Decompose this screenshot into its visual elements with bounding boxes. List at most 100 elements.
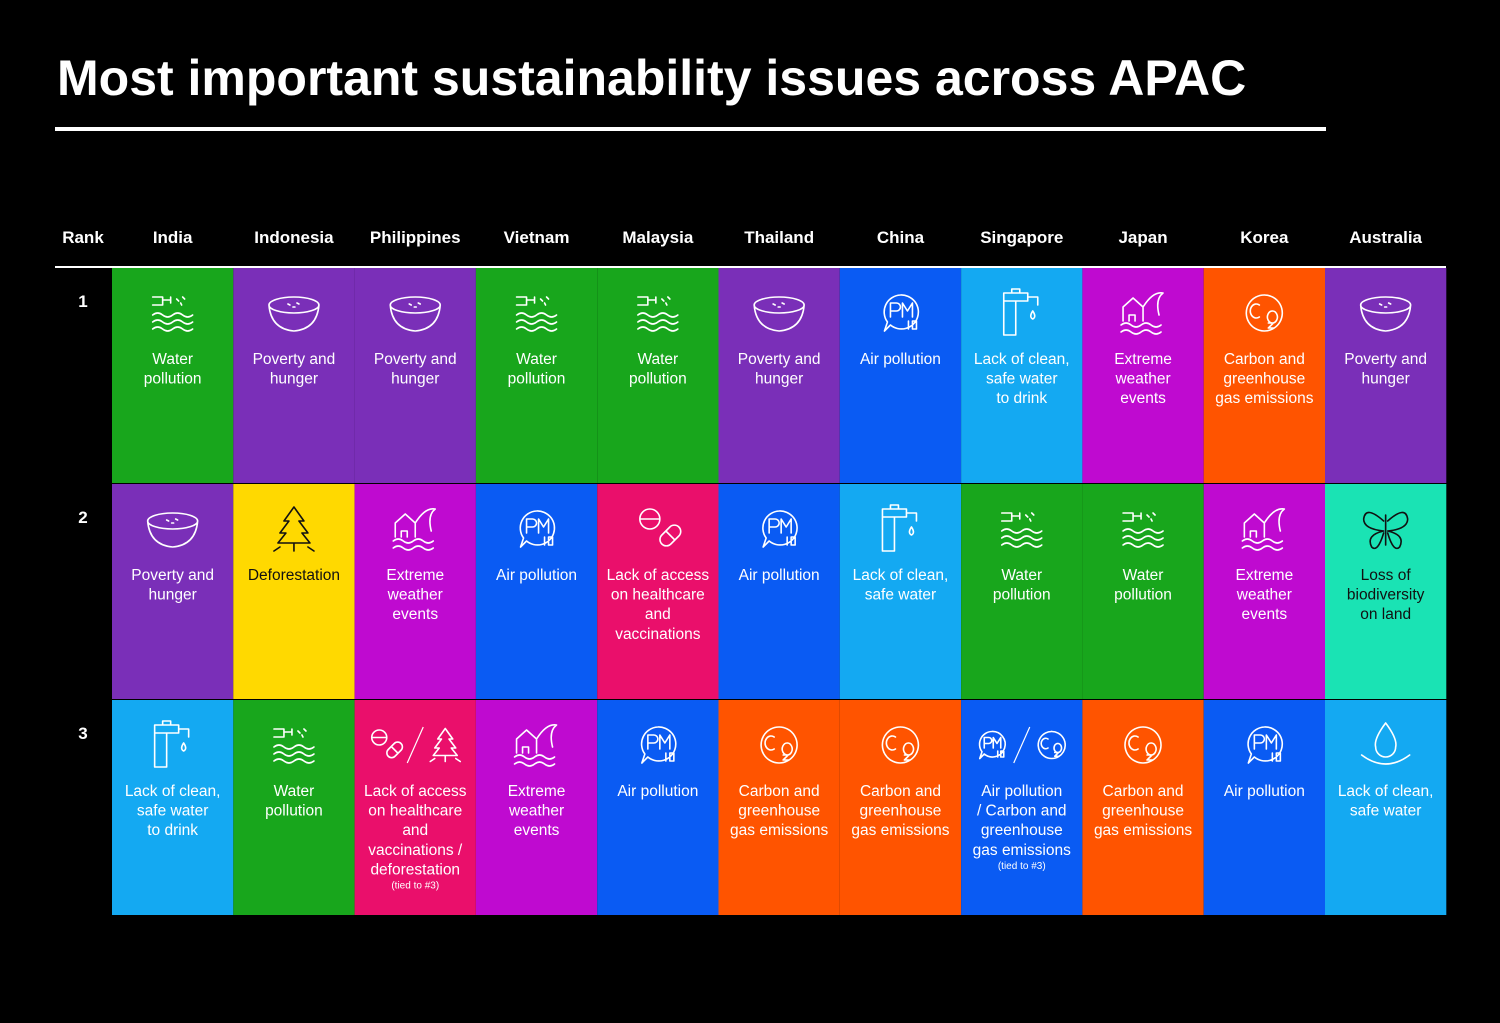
issue-label: safe water	[137, 803, 209, 820]
issue-label: on healthcare	[611, 587, 705, 604]
icon-shape	[883, 294, 920, 332]
issue-label: on land	[1360, 606, 1411, 623]
icon-divider	[1013, 726, 1031, 764]
issue-icon	[146, 512, 199, 548]
icon-shape	[515, 296, 558, 332]
issue-label: and	[645, 606, 671, 623]
issue-label: weather	[1114, 371, 1170, 388]
issue-label: events	[392, 606, 438, 623]
issue-cell	[718, 268, 840, 483]
issue-label: pollution	[629, 371, 687, 388]
icon-shape	[146, 512, 199, 548]
issue-icon	[1122, 512, 1164, 548]
issue-cell	[475, 700, 598, 915]
issue-label: gas emissions	[851, 822, 949, 839]
issue-note: (tied to #3)	[998, 861, 1046, 872]
issue-label: deforestation	[370, 861, 460, 878]
issue-icon	[153, 720, 190, 768]
icon-shape	[1360, 722, 1411, 765]
issue-label: and	[402, 822, 428, 839]
header-rule	[55, 266, 1446, 268]
issue-icon	[268, 296, 320, 332]
issue-label: gas emissions	[730, 822, 828, 839]
icon-shape	[881, 504, 918, 552]
issue-cell	[1325, 268, 1447, 483]
column-header: Australia	[1349, 228, 1422, 247]
issue-cell	[354, 700, 476, 915]
issue-label: gas emissions	[973, 842, 1071, 859]
issue-cell	[1325, 700, 1447, 915]
issue-icon	[640, 726, 677, 764]
issue-icon	[762, 510, 798, 548]
icon-shape	[1037, 730, 1067, 760]
issue-cell	[1203, 700, 1325, 915]
column-header: Japan	[1118, 228, 1167, 247]
issue-label: on healthcare	[368, 803, 462, 820]
column-header: Vietnam	[504, 228, 570, 247]
issue-label: Poverty and	[738, 351, 821, 368]
issue-icon	[1360, 722, 1411, 765]
issue-cell	[839, 268, 962, 483]
issue-icon	[1241, 507, 1286, 551]
rank-label: 1	[78, 292, 87, 311]
icon-shape	[1000, 512, 1043, 548]
issue-label: gas emissions	[1215, 390, 1313, 407]
issue-icon	[637, 296, 679, 332]
issue-label: hunger	[149, 587, 197, 604]
issue-label: Lack of access	[364, 783, 467, 800]
icon-divider	[406, 726, 424, 764]
icon-shape	[978, 730, 1006, 760]
issue-icon	[151, 296, 194, 332]
issue-cell	[597, 484, 719, 699]
issue-icon	[1037, 730, 1067, 760]
issue-cell	[839, 700, 962, 915]
issue-label: greenhouse	[738, 803, 820, 820]
issue-cell	[839, 484, 962, 699]
issue-label: Carbon and	[1103, 783, 1184, 800]
issue-cell	[597, 268, 719, 483]
column-header: Thailand	[744, 228, 814, 247]
issue-cell	[112, 268, 234, 483]
issue-label: Extreme	[386, 567, 444, 584]
icon-shape	[153, 720, 190, 768]
issue-label: greenhouse	[981, 822, 1063, 839]
issue-label: Lack of clean,	[125, 783, 221, 800]
icon-shape	[637, 296, 679, 332]
issue-icon	[1124, 726, 1162, 764]
issue-icon	[273, 728, 315, 764]
issue-label: pollution	[508, 371, 566, 388]
issue-label: to drink	[996, 390, 1047, 407]
issue-label: Extreme	[1235, 567, 1293, 584]
issue-cell	[233, 268, 355, 483]
issue-label: to drink	[147, 822, 198, 839]
issue-label: gas emissions	[1094, 822, 1192, 839]
issue-cell	[1082, 268, 1204, 483]
issue-label: / Carbon and	[977, 803, 1067, 820]
issue-label: Water	[274, 783, 315, 800]
page-title: Most important sustainability issues acr…	[57, 50, 1246, 106]
issue-cell	[718, 700, 840, 915]
issue-cell	[354, 484, 476, 699]
issue-label: Air pollution	[981, 783, 1062, 800]
issue-cell	[961, 268, 1083, 483]
icon-shape	[1241, 507, 1286, 551]
icon-shape	[1247, 726, 1284, 764]
issue-cell	[961, 484, 1083, 699]
icon-shape	[392, 507, 437, 551]
icon-shape	[1124, 726, 1162, 764]
issue-icon	[429, 727, 462, 763]
issue-label: Deforestation	[248, 567, 340, 584]
issue-label: safe water	[865, 587, 937, 604]
issue-label: greenhouse	[860, 803, 942, 820]
issue-label: Carbon and	[739, 783, 820, 800]
icon-shape	[389, 296, 442, 332]
issue-icon	[1247, 726, 1284, 764]
column-header: Indonesia	[254, 228, 334, 247]
issue-label: Air pollution	[1224, 783, 1305, 800]
issue-cell	[475, 484, 598, 699]
issue-label: weather	[1236, 587, 1292, 604]
issue-icon	[273, 506, 315, 552]
issue-icon	[515, 296, 558, 332]
issue-label: Water	[637, 351, 678, 368]
